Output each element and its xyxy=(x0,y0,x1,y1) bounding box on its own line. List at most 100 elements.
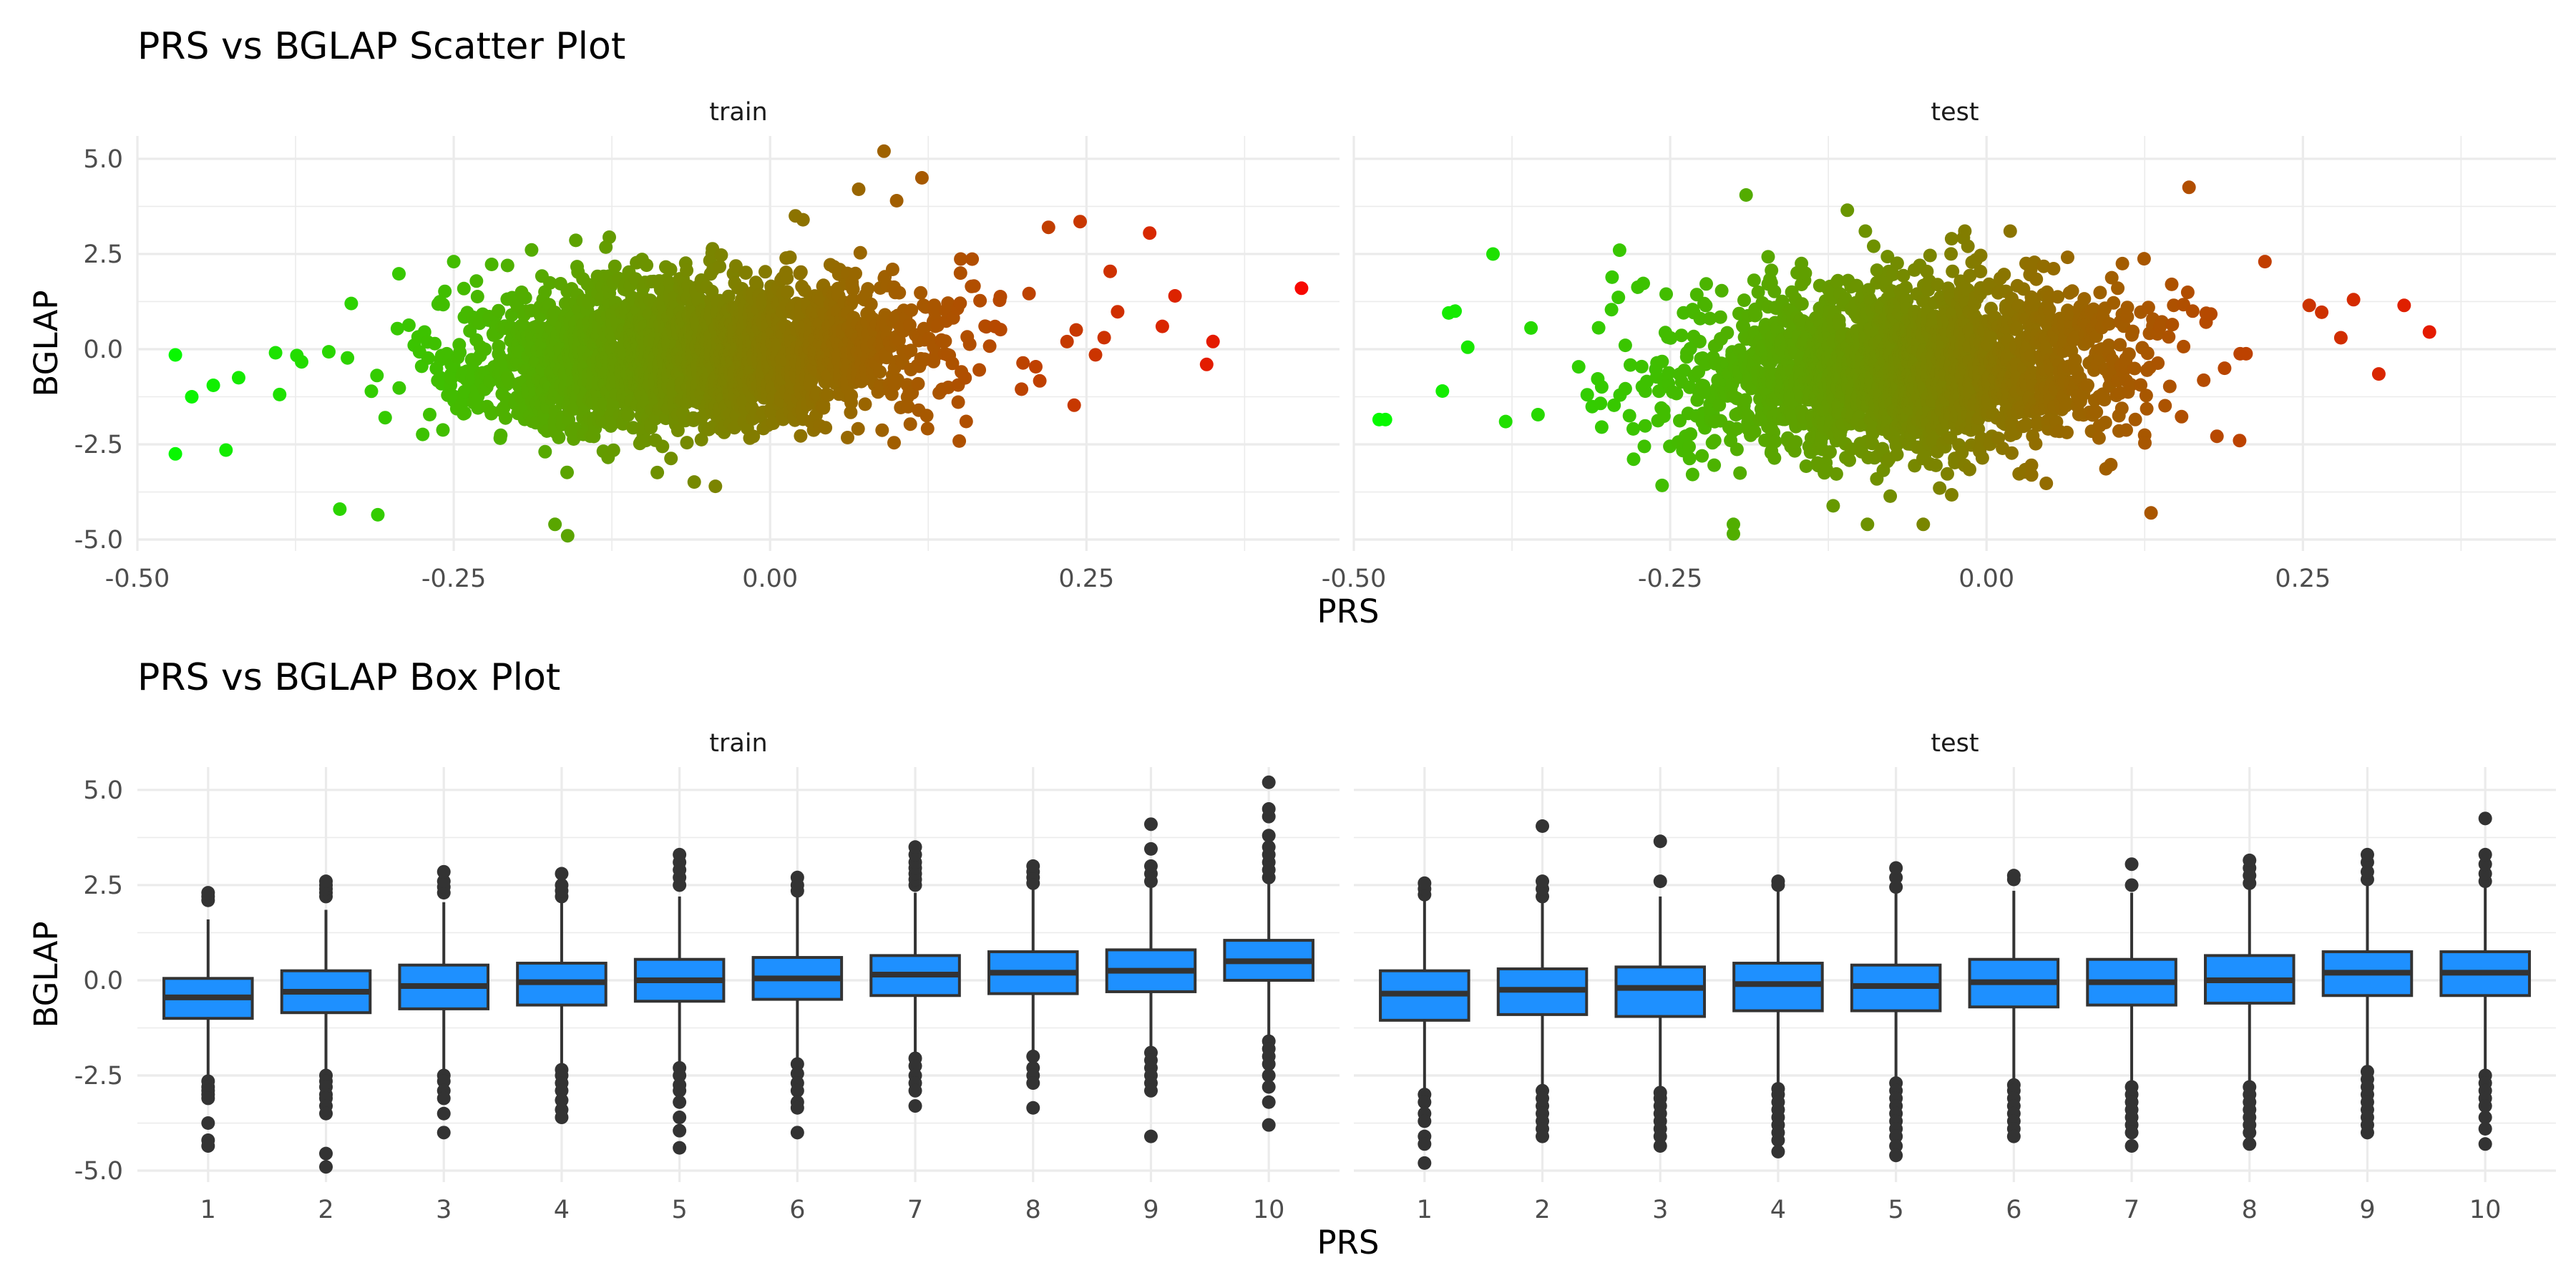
scatter-point xyxy=(796,213,810,227)
scatter-point xyxy=(2051,290,2065,304)
scatter-point xyxy=(168,447,182,461)
scatter-point xyxy=(1761,250,1775,264)
scatter-point xyxy=(457,281,471,296)
scatter-point xyxy=(2089,405,2104,419)
scatter-point xyxy=(552,430,566,444)
scatter-point xyxy=(887,436,901,450)
scatter-point xyxy=(438,284,452,298)
scatter-point xyxy=(967,279,981,293)
scatter-point xyxy=(1923,248,1937,263)
scatter-point xyxy=(639,434,653,448)
scatter-point xyxy=(911,376,925,391)
scatter-point xyxy=(295,355,308,369)
scatter-point xyxy=(1033,374,1047,388)
scatter-point xyxy=(1963,462,1976,477)
scatter-point xyxy=(680,436,694,450)
scatter-point xyxy=(2097,393,2112,407)
scatter-point xyxy=(1798,266,1813,280)
scatter-point xyxy=(492,339,506,353)
scatter-point xyxy=(721,289,736,303)
scatter-point xyxy=(1883,489,1898,503)
scatter-points xyxy=(168,144,2436,543)
scatter-point xyxy=(1799,459,1813,473)
scatter-point xyxy=(758,265,772,279)
scatter-point xyxy=(727,421,741,435)
scatter-point xyxy=(841,431,854,444)
scatter-point xyxy=(780,271,794,286)
scatter-point xyxy=(1699,298,1713,313)
scatter-point xyxy=(1612,243,1626,258)
scatter-point xyxy=(484,258,499,271)
scatter-point xyxy=(1768,434,1782,449)
scatter-point xyxy=(705,284,719,298)
scatter-point xyxy=(1097,331,1111,345)
scatter-point xyxy=(436,298,450,312)
scatter-point xyxy=(1611,291,1626,305)
scatter-point xyxy=(914,286,928,300)
scatter-point xyxy=(1714,283,1729,298)
scatter-point xyxy=(273,387,287,401)
scatter-point xyxy=(1155,319,1169,333)
scatter-point xyxy=(1659,287,1673,301)
scatter-point xyxy=(1867,239,1880,253)
scatter-point xyxy=(746,429,761,444)
scatter-point xyxy=(1580,388,1594,402)
scatter-point xyxy=(708,479,723,494)
scatter-strip-train: train xyxy=(709,98,767,127)
scatter-point xyxy=(1720,326,1735,340)
scatter-point xyxy=(1618,381,1632,396)
scatter-point xyxy=(844,389,859,403)
scatter-point xyxy=(1684,427,1698,441)
scatter-point xyxy=(560,529,575,543)
scatter-point xyxy=(458,406,472,420)
scatter-point xyxy=(1713,310,1727,324)
scatter-point xyxy=(640,258,654,273)
scatter-point xyxy=(621,408,635,422)
scatter-plot-title: PRS vs BGLAP Scatter Plot xyxy=(137,25,625,68)
scatter-point xyxy=(750,278,764,292)
scatter-point xyxy=(1707,458,1722,472)
scatter-point xyxy=(919,409,934,423)
scatter-point xyxy=(904,303,919,317)
scatter-point xyxy=(1073,215,1087,229)
scatter-point xyxy=(1823,445,1837,459)
scatter-point xyxy=(1741,409,1755,423)
scatter-point xyxy=(1626,421,1640,436)
scatter-point xyxy=(2092,431,2106,445)
scatter-point xyxy=(1997,268,2011,282)
scatter-point xyxy=(1944,247,1958,261)
scatter-point xyxy=(538,444,552,459)
scatter-point xyxy=(663,263,678,277)
scatter-point xyxy=(1022,286,1036,301)
scatter-point xyxy=(1974,248,1988,263)
scatter-point xyxy=(2005,446,2019,460)
scatter-point xyxy=(1765,263,1779,278)
scatter-point xyxy=(1604,303,1619,317)
scatter-point xyxy=(548,517,562,532)
scatter-point xyxy=(484,406,499,421)
scatter-point xyxy=(469,274,484,288)
scatter-point xyxy=(1524,321,1538,335)
scatter-point xyxy=(852,182,866,196)
scatter-point xyxy=(1747,424,1762,439)
scatter-point xyxy=(959,414,973,429)
scatter-point xyxy=(965,252,980,266)
scatter-point xyxy=(1029,360,1043,374)
scatter-point xyxy=(494,428,508,442)
scatter-point xyxy=(1975,451,1989,465)
scatter-point xyxy=(864,297,878,311)
scatter-point xyxy=(655,439,670,454)
scatter-point xyxy=(958,371,972,385)
scatter-point xyxy=(606,443,620,457)
scatter-point xyxy=(783,250,797,265)
scatter-point xyxy=(268,346,283,360)
scatter-point xyxy=(2093,286,2107,300)
scatter-point xyxy=(1041,220,1055,235)
scatter-point xyxy=(680,263,694,278)
scatter-point xyxy=(1858,224,1873,238)
scatter-point xyxy=(569,233,583,248)
scatter-point xyxy=(1737,293,1751,308)
scatter-point xyxy=(1206,334,1220,348)
